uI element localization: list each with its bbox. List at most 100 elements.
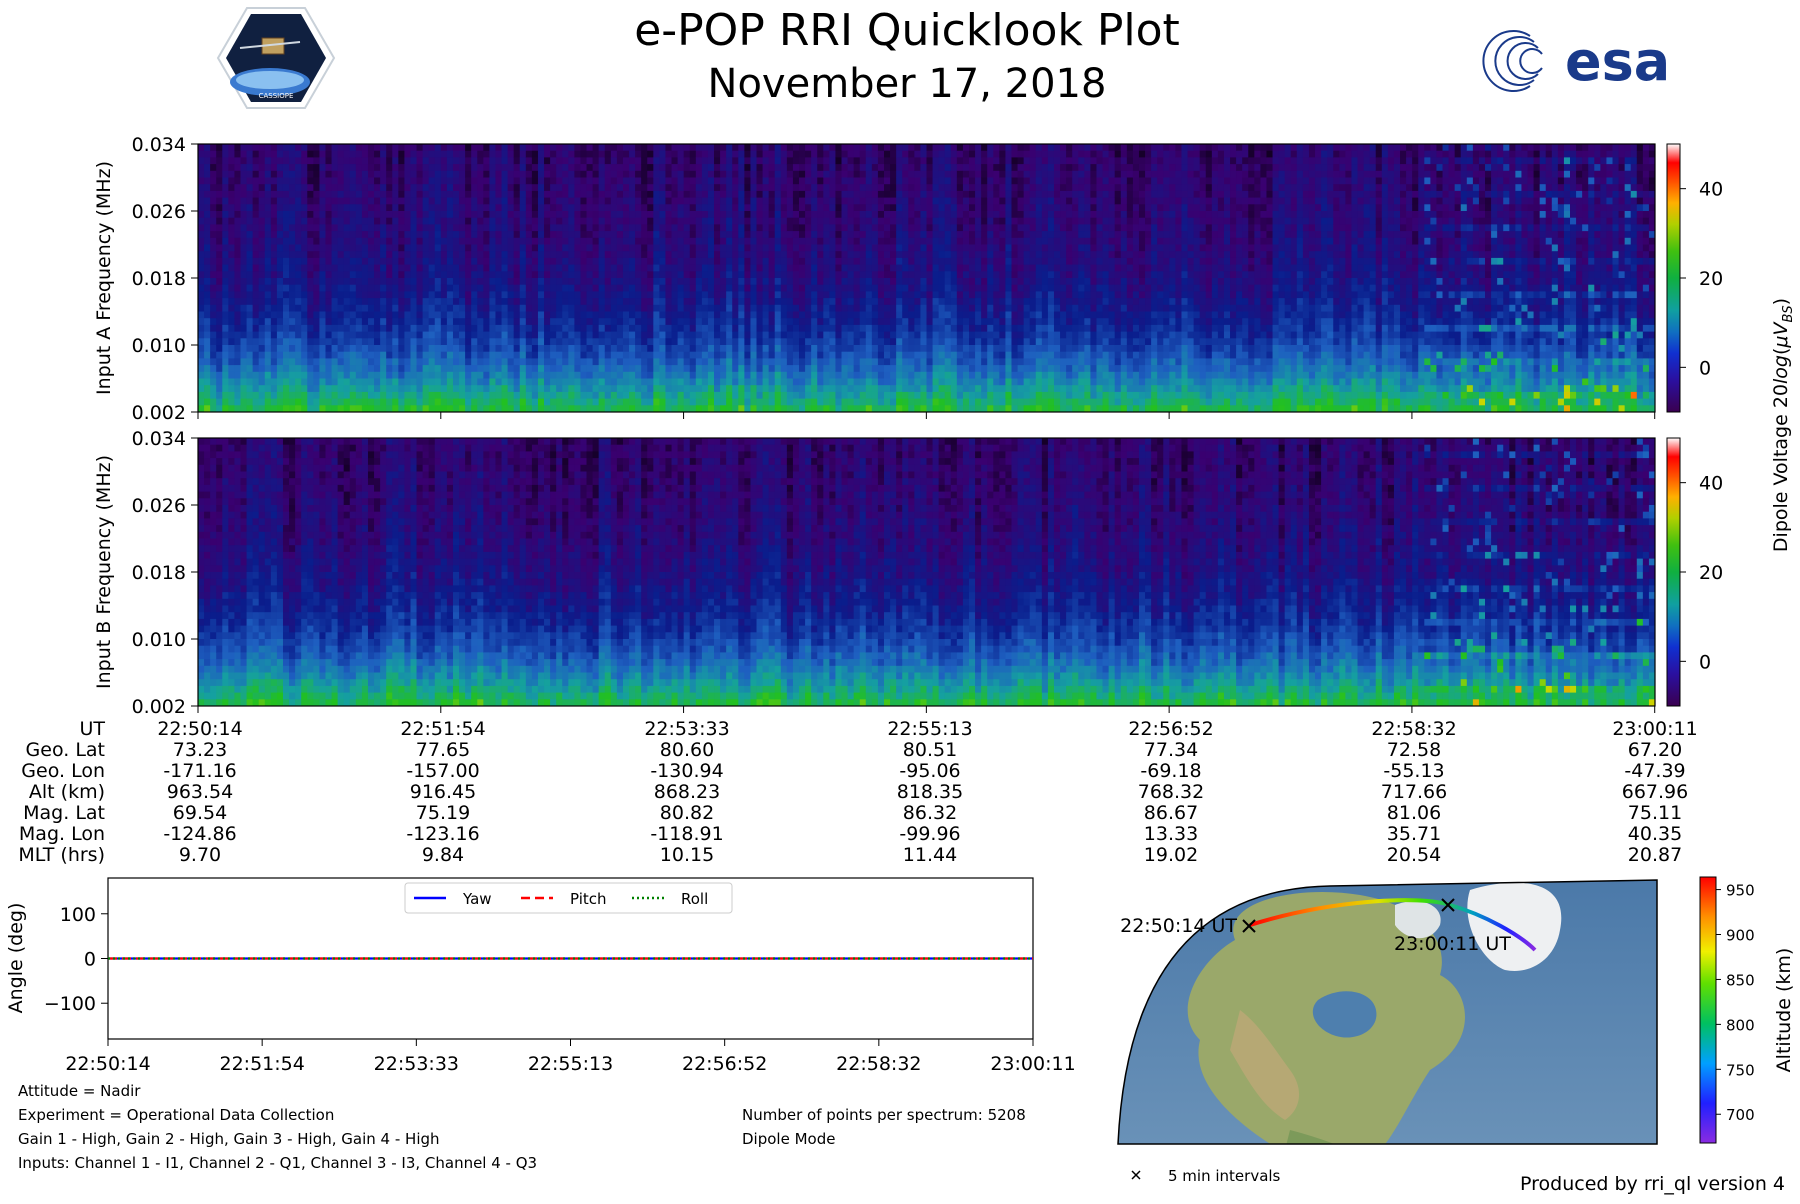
spectrogram-a-cell	[768, 391, 776, 399]
spectrogram-a-cell	[319, 257, 326, 265]
spectrogram-a-cell	[428, 311, 436, 319]
spectrogram-a-cell	[920, 378, 927, 386]
spectrogram-a-cell	[525, 398, 533, 406]
spectrogram-a-cell	[629, 385, 636, 393]
spectrogram-a-cell	[246, 224, 254, 232]
spectrogram-a-cell	[805, 231, 812, 239]
spectrogram-a-cell	[198, 398, 205, 406]
spectrogram-a-cell	[671, 318, 678, 326]
spectrogram-a-cell	[865, 351, 873, 359]
spectrogram-a-cell	[404, 291, 411, 299]
spectrogram-a-cell	[938, 291, 946, 299]
spectrogram-a-cell	[616, 211, 624, 219]
spectrogram-a-cell	[647, 331, 654, 339]
spectrogram-a-cell	[944, 237, 952, 245]
spectrogram-a-cell	[513, 345, 521, 353]
spectrogram-a-cell	[440, 338, 448, 346]
spectrogram-a-cell	[416, 157, 424, 165]
spectrogram-a-cell	[252, 338, 260, 346]
spectrogram-a-cell	[671, 264, 678, 272]
spectrogram-a-cell	[653, 271, 660, 279]
spectrogram-a-cell	[459, 184, 466, 192]
spectrogram-a-cell	[216, 157, 223, 165]
spectrogram-a-cell	[550, 324, 557, 332]
spectrogram-a-cell	[355, 271, 363, 279]
spectrogram-a-cell	[829, 385, 836, 393]
spectrogram-a-cell	[507, 150, 515, 158]
spectrogram-a-cell	[501, 251, 509, 259]
spectrogram-a-cell	[950, 311, 958, 319]
spectrogram-a-cell	[307, 365, 314, 373]
spectrogram-a-cell	[799, 237, 806, 245]
spectrogram-a-cell	[701, 365, 709, 373]
spectrogram-a-cell	[738, 217, 745, 225]
spectrogram-a-cell	[331, 331, 339, 339]
spectrogram-a-cell	[531, 371, 539, 379]
spectrogram-a-cell	[525, 365, 533, 373]
spectrogram-a-cell	[695, 157, 703, 165]
spectrogram-a-cell	[720, 278, 727, 286]
spectrogram-a-cell	[204, 211, 211, 219]
spectrogram-a-cell	[859, 224, 867, 232]
spectrogram-a-cell	[756, 211, 763, 219]
spectrogram-a-cell	[659, 311, 666, 319]
spectrogram-a-cell	[349, 211, 357, 219]
spectrogram-a-cell	[750, 284, 757, 292]
spectrogram-a-cell	[732, 190, 739, 198]
spectrogram-a-cell	[422, 231, 430, 239]
spectrogram-a-cell	[738, 271, 745, 279]
spectrogram-a-cell	[483, 371, 490, 379]
spectrogram-a-cell	[877, 177, 885, 185]
spectrogram-a-cell	[562, 150, 569, 158]
spectrogram-a-cell	[264, 177, 272, 185]
spectrogram-a-cell	[295, 257, 302, 265]
spectrogram-a-cell	[811, 291, 818, 299]
spectrogram-a-cell	[198, 331, 205, 339]
spectrogram-a-cell	[695, 211, 703, 219]
spectrogram-a-cell	[416, 291, 424, 299]
spectrogram-a-cell	[799, 271, 806, 279]
spectrogram-a-cell	[580, 284, 587, 292]
spectrogram-a-cell	[440, 291, 448, 299]
spectrogram-a-cell	[938, 211, 946, 219]
spectrogram-a-cell	[877, 391, 885, 399]
spectrogram-a-cell	[252, 204, 260, 212]
spectrogram-a-cell	[799, 264, 806, 272]
spectrogram-a-cell	[726, 291, 733, 299]
spectrogram-a-cell	[361, 224, 369, 232]
spectrogram-a-cell	[216, 271, 223, 279]
spectrogram-a-cell	[726, 304, 733, 312]
spectrogram-a-cell	[410, 217, 417, 225]
spectrogram-a-cell	[647, 257, 654, 265]
spectrogram-a-cell	[695, 190, 703, 198]
spectrogram-a-cell	[671, 271, 678, 279]
spectrogram-a-cell	[355, 217, 363, 225]
spectrogram-a-cell	[847, 257, 855, 265]
spectrogram-a-cell	[714, 204, 721, 212]
spectrogram-a-cell	[325, 391, 332, 399]
spectrogram-a-cell	[659, 177, 666, 185]
spectrogram-a-cell	[871, 338, 879, 346]
spectrogram-a-cell	[240, 231, 247, 239]
spectrogram-a-cell	[410, 231, 417, 239]
spectrogram-a-cell	[416, 231, 424, 239]
spectrogram-a-cell	[531, 324, 539, 332]
spectrogram-a-cell	[738, 264, 745, 272]
spectrogram-a-cell	[580, 211, 587, 219]
spectrogram-a-cell	[392, 278, 399, 286]
spectrogram-a-cell	[932, 184, 940, 192]
spectrogram-a-cell	[495, 358, 502, 366]
spectrogram-a-cell	[562, 251, 569, 259]
spectrogram-a-cell	[446, 237, 454, 245]
spectrogram-a-cell	[756, 385, 763, 393]
spectrogram-a-cell	[446, 284, 454, 292]
spectrogram-a-cell	[234, 170, 241, 178]
spectrogram-a-cell	[629, 224, 636, 232]
spectrogram-a-cell	[932, 331, 940, 339]
spectrogram-a-cell	[920, 371, 927, 379]
spectrogram-a-cell	[574, 184, 581, 192]
spectrogram-a-cell	[428, 170, 436, 178]
spectrogram-a-cell	[884, 365, 891, 373]
spectrogram-a-cell	[659, 231, 666, 239]
spectrogram-a-cell	[246, 190, 254, 198]
